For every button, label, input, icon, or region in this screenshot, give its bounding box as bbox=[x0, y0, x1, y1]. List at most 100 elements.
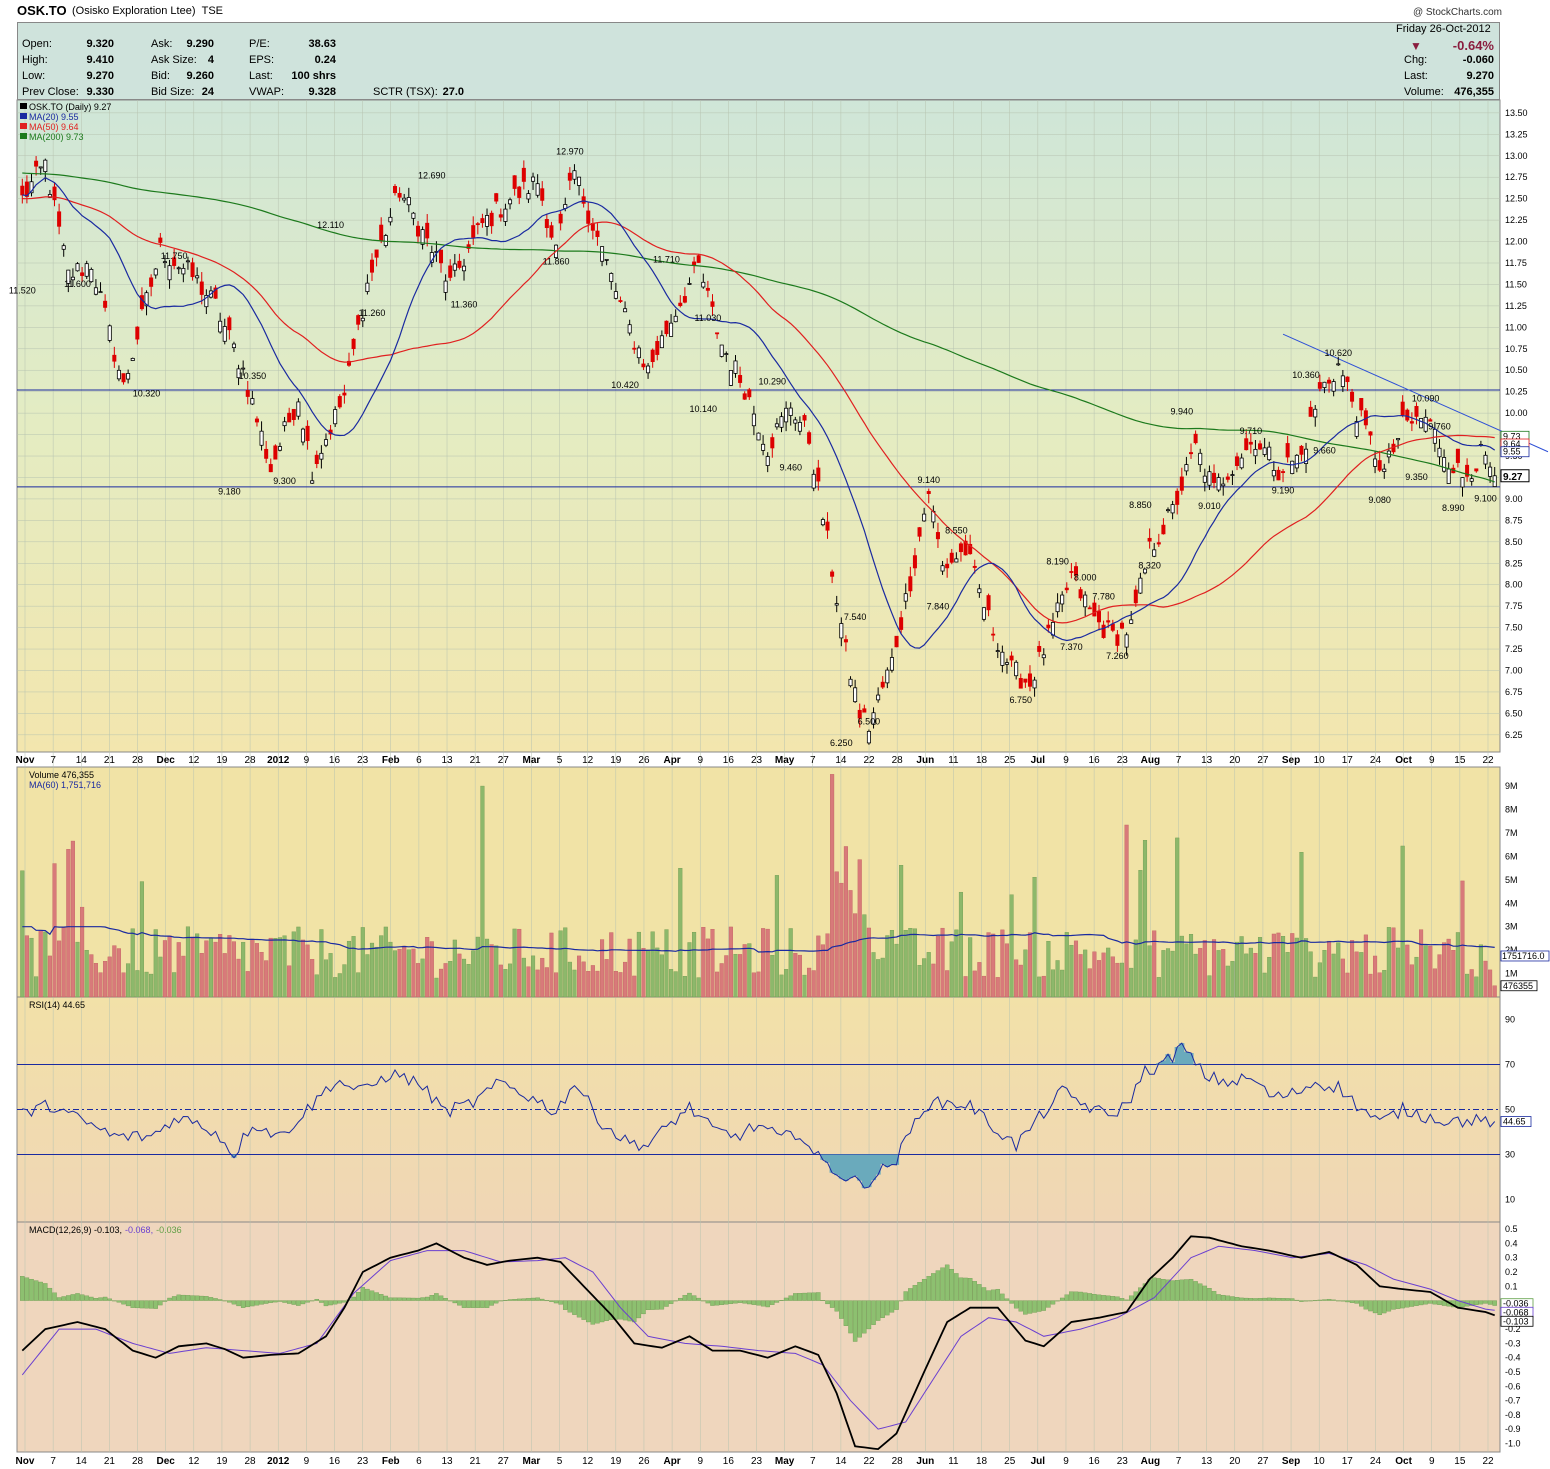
candle bbox=[494, 192, 499, 204]
candle-body bbox=[176, 267, 181, 270]
high-value: 9.410 bbox=[86, 54, 114, 66]
x-tick-label-bottom: Jul bbox=[1031, 1456, 1046, 1467]
candle bbox=[439, 249, 444, 273]
macd-histogram-bar bbox=[1423, 1300, 1428, 1305]
candle-body bbox=[20, 185, 25, 196]
candle bbox=[862, 704, 867, 713]
candle-body bbox=[1373, 458, 1378, 467]
macd-histogram-bar bbox=[1041, 1300, 1046, 1311]
candle-body bbox=[604, 258, 609, 261]
symbol-label: OSK.TO bbox=[17, 3, 67, 18]
candle-body bbox=[296, 401, 301, 417]
candle-body bbox=[1340, 375, 1345, 387]
candle-body bbox=[1345, 376, 1350, 383]
candle-body bbox=[512, 175, 517, 189]
macd-histogram-bar bbox=[728, 1300, 734, 1304]
candle bbox=[1359, 398, 1364, 417]
volume-bar bbox=[784, 969, 789, 998]
candle-body bbox=[1400, 401, 1405, 416]
macd-histogram-bar bbox=[724, 1300, 729, 1305]
candle bbox=[1290, 460, 1295, 475]
volume-bar bbox=[356, 972, 361, 998]
candle-body bbox=[830, 571, 835, 577]
x-tick-label: Sep bbox=[1282, 755, 1300, 766]
x-tick-label: May bbox=[775, 755, 795, 766]
candle bbox=[277, 442, 282, 452]
macd-histogram-bar bbox=[337, 1300, 343, 1304]
macd-histogram-bar bbox=[1336, 1300, 1341, 1302]
x-tick-label-bottom: 2012 bbox=[267, 1456, 290, 1467]
candle-body bbox=[811, 473, 816, 489]
x-tick-label: 10 bbox=[1314, 755, 1326, 766]
macd-histogram-bar bbox=[811, 1292, 816, 1301]
macd-histogram-bar bbox=[682, 1295, 688, 1301]
candle-body bbox=[1037, 646, 1042, 652]
macd-histogram-bar bbox=[1221, 1294, 1226, 1301]
macd-histogram-bar bbox=[967, 1278, 973, 1301]
ask-label: Ask: bbox=[151, 38, 173, 50]
volume-bar bbox=[1382, 970, 1387, 998]
candle-body bbox=[1119, 622, 1125, 629]
candle bbox=[1037, 640, 1042, 657]
candle-body bbox=[1004, 662, 1009, 665]
candle bbox=[1382, 463, 1387, 479]
candle-body bbox=[986, 595, 991, 611]
candle bbox=[29, 173, 34, 197]
candle bbox=[1092, 599, 1097, 617]
pe-label: P/E: bbox=[249, 38, 270, 50]
volume-bar bbox=[958, 891, 963, 998]
volume-bar bbox=[360, 927, 365, 998]
x-tick-label: 14 bbox=[835, 755, 847, 766]
volume-bar bbox=[609, 932, 614, 998]
macd-histogram-bar bbox=[1409, 1300, 1415, 1307]
candle-body bbox=[646, 365, 651, 374]
macd-histogram-bar bbox=[1377, 1300, 1382, 1316]
y-tick-label: 8.25 bbox=[1505, 558, 1523, 568]
candle bbox=[1294, 454, 1299, 473]
candle bbox=[356, 314, 361, 331]
volume-bar bbox=[264, 960, 269, 998]
volume-bar bbox=[1405, 944, 1410, 998]
candle-body bbox=[558, 213, 563, 224]
volume-bar bbox=[507, 963, 513, 998]
candle-body bbox=[1294, 454, 1299, 469]
x-tick-label: Aug bbox=[1141, 755, 1160, 766]
macd-histogram-bar bbox=[498, 1300, 504, 1302]
candle-body bbox=[1409, 421, 1414, 424]
volume-bar bbox=[807, 967, 812, 998]
candle bbox=[774, 418, 779, 430]
pct-change-value: -0.64% bbox=[1452, 38, 1494, 53]
x-tick-label-bottom: 19 bbox=[610, 1456, 622, 1467]
x-tick-label: 24 bbox=[1370, 755, 1382, 766]
volume-bar bbox=[554, 972, 559, 998]
volume-bar bbox=[1363, 934, 1368, 998]
x-tick-label: 11 bbox=[948, 755, 959, 766]
macd-histogram-bar bbox=[208, 1297, 214, 1301]
macd-histogram-bar bbox=[484, 1300, 490, 1308]
candle bbox=[1216, 473, 1221, 493]
candle bbox=[121, 373, 126, 385]
candle-body bbox=[1193, 433, 1198, 444]
rsi-tag: 44.65 bbox=[1503, 1117, 1526, 1127]
candle bbox=[379, 217, 384, 244]
x-tick-label-bottom: 16 bbox=[329, 1456, 341, 1467]
macd-histogram-bar bbox=[1492, 1300, 1497, 1306]
candle bbox=[613, 282, 618, 300]
candle bbox=[135, 326, 140, 345]
candle-body bbox=[346, 360, 351, 366]
candle bbox=[512, 175, 517, 196]
volume-bar bbox=[1317, 962, 1322, 998]
macd-histogram-bar bbox=[1078, 1291, 1083, 1301]
candle-body bbox=[853, 687, 858, 703]
x-tick-label-bottom: 13 bbox=[441, 1456, 453, 1467]
candle bbox=[659, 330, 664, 349]
volume-bar bbox=[839, 882, 844, 998]
macd-histogram-bar bbox=[1101, 1295, 1106, 1301]
volume-bar bbox=[452, 939, 457, 998]
x-tick-label-bottom: 6 bbox=[416, 1456, 422, 1467]
candle bbox=[549, 221, 554, 240]
macd-histogram-bar bbox=[949, 1268, 954, 1301]
x-tick-label-bottom: Nov bbox=[16, 1456, 35, 1467]
candle-body bbox=[1428, 419, 1433, 422]
macd-histogram-bar bbox=[1225, 1295, 1231, 1301]
